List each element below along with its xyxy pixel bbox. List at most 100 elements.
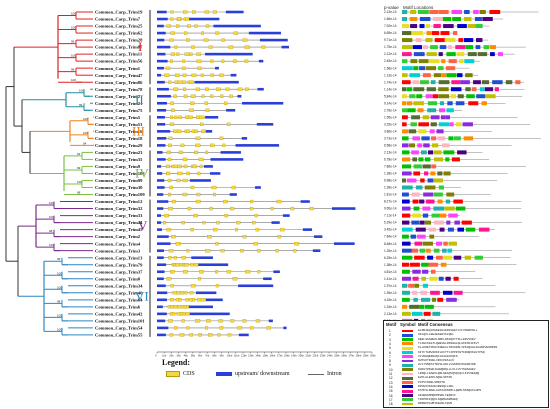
- axis-tick-label: 12kb: [241, 354, 247, 358]
- motif-block: [419, 220, 425, 225]
- motif-block: [427, 108, 437, 113]
- cds-block: [199, 115, 205, 119]
- motif-block: [474, 17, 482, 22]
- pvalue-label: 1.28e-14: [384, 186, 397, 190]
- motif-block: [413, 52, 425, 57]
- motif-block: [411, 248, 419, 253]
- leaf-label: Common_Carp_Trim29: [95, 143, 143, 148]
- cds-block: [224, 213, 229, 218]
- motif-block: [402, 227, 413, 232]
- cds-block: [212, 10, 217, 14]
- clade-label: VI: [135, 288, 149, 303]
- motif-block: [450, 94, 457, 99]
- cds-block: [170, 52, 176, 56]
- motif-block: [409, 17, 418, 22]
- cds-block: [215, 31, 220, 35]
- legend-upstream-label: upstream/ downstream: [235, 371, 290, 377]
- leaf-label: Common_Carp_Trim28: [95, 38, 143, 43]
- utr-block: [157, 249, 164, 252]
- motif-block: [477, 52, 488, 57]
- cds-block: [200, 73, 204, 77]
- motif-block: [434, 157, 444, 162]
- axis-tick-label: 25kb: [334, 354, 340, 358]
- pvalue-label: 2.78e-14: [384, 108, 397, 112]
- motif-block: [457, 94, 464, 99]
- utr-block: [314, 235, 323, 238]
- cds-block: [197, 298, 202, 302]
- motif-block: [410, 59, 418, 64]
- motif-block: [429, 59, 440, 64]
- bootstrap-value: 98: [71, 68, 75, 72]
- motif-legend-row: 12 EHTLGLEKPLNQGLSPTPG: [384, 376, 548, 380]
- motif-block: [427, 178, 434, 183]
- utr-block: [157, 151, 163, 154]
- leaf-label: Common_Carp_Trim32: [95, 206, 143, 211]
- utr-block: [157, 73, 162, 77]
- motif-block: [439, 101, 445, 106]
- motif-symbol: [402, 385, 413, 389]
- motif-block: [420, 290, 428, 295]
- motif-block: [402, 276, 412, 281]
- motif-block: [419, 66, 426, 71]
- leaf-label: Common_Carp_Trim62: [95, 31, 143, 36]
- cds-block: [170, 108, 175, 112]
- leaf-label: Common_Carp_Trim78: [95, 87, 143, 92]
- motif-block: [429, 129, 435, 134]
- pvalue-label: 2.13e-14: [384, 10, 397, 14]
- cds-block: [166, 150, 171, 155]
- cds-block: [165, 164, 171, 169]
- motif-symbol: [402, 376, 413, 380]
- cds-block: [215, 242, 219, 246]
- motif-block: [402, 220, 410, 225]
- motif-block: [438, 87, 449, 92]
- motif-block: [448, 213, 458, 218]
- motif-block: [481, 101, 487, 106]
- cds-block: [201, 31, 205, 35]
- motif-block: [414, 283, 420, 288]
- motif-block: [465, 87, 471, 92]
- motif-block: [447, 227, 454, 232]
- motif-block: [473, 10, 479, 14]
- motif-block: [433, 24, 441, 29]
- axis-tick-label: 13kb: [248, 354, 254, 358]
- cds-block: [200, 122, 204, 126]
- cds-block: [170, 284, 174, 288]
- cds-block: [176, 52, 180, 56]
- axis-tick-label: 5kb: [191, 354, 196, 358]
- motif-block: [402, 17, 408, 22]
- motif-block: [413, 87, 425, 92]
- motif-block: [448, 59, 457, 64]
- cds-block: [275, 249, 279, 253]
- cds-block: [187, 206, 192, 211]
- cds-block: [216, 220, 220, 225]
- cds-block: [168, 319, 173, 323]
- cds-block: [249, 326, 254, 330]
- cds-block: [220, 249, 225, 253]
- cds-block: [208, 45, 213, 49]
- utr-block: [157, 277, 164, 281]
- axis-tick-label: 18kb: [284, 354, 290, 358]
- leaf-label: Common_Carp_Trim6: [95, 304, 141, 309]
- motif-block: [452, 17, 462, 22]
- motif-block: [402, 185, 413, 190]
- cds-block: [205, 319, 211, 323]
- cds-block: [174, 115, 178, 119]
- cds-block: [237, 87, 243, 91]
- motif-block: [412, 136, 420, 141]
- motif-block: [425, 38, 433, 43]
- cds-block: [175, 263, 181, 267]
- motif-legend-row: 2 SKLQKLLEEAEAEHVKLQEL: [384, 333, 548, 337]
- bootstrap-value: 100: [83, 117, 88, 121]
- cds-block: [202, 220, 206, 225]
- pvalue-label: 2.12e-14: [384, 52, 397, 56]
- motif-block: [415, 38, 422, 43]
- motif-block: [435, 255, 443, 260]
- motif-block: [419, 304, 424, 309]
- utr-block: [238, 284, 274, 288]
- motif-block: [432, 17, 443, 22]
- cds-block: [174, 45, 178, 49]
- motif-block: [452, 31, 458, 36]
- motif-block: [450, 87, 462, 92]
- motif-block: [466, 94, 475, 99]
- leaf-label: Common_Carp_Trim35: [95, 157, 143, 162]
